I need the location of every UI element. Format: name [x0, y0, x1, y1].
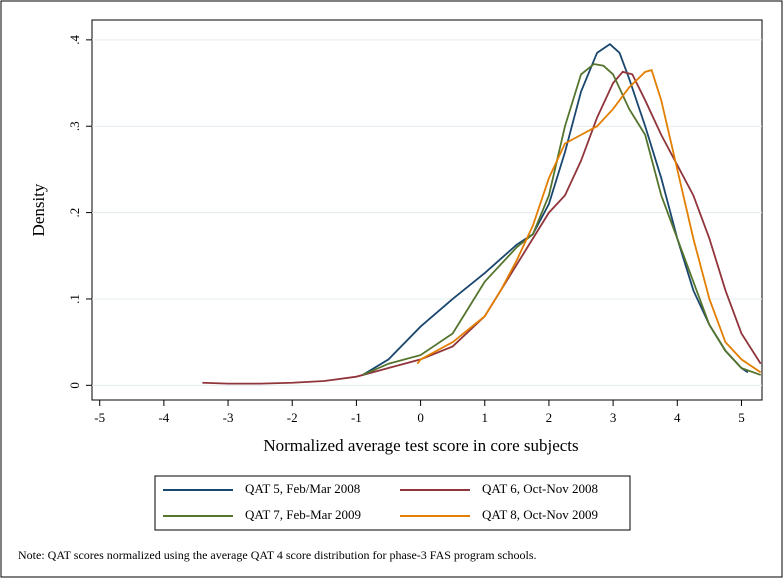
x-tick-label: 5: [738, 410, 745, 425]
y-tick-label: .2: [67, 208, 82, 218]
x-tick-label: 1: [482, 410, 489, 425]
y-tick-label: 0: [67, 382, 82, 389]
density-line: [416, 68, 762, 374]
note: Note: QAT scores normalized using the av…: [18, 548, 537, 562]
legend: [154, 475, 631, 531]
legend-label: QAT 7, Feb-Mar 2009: [245, 507, 361, 522]
x-tick-label: -1: [351, 410, 362, 425]
x-tick-label: 4: [674, 410, 681, 425]
x-tick-label: -2: [287, 410, 298, 425]
legend-label: QAT 5, Feb/Mar 2008: [245, 481, 360, 496]
x-tick-label: -3: [223, 410, 234, 425]
x-tick-label: 0: [417, 410, 424, 425]
density-line: [362, 63, 762, 376]
x-tick-label: 3: [610, 410, 617, 425]
y-axis-title: Density: [29, 183, 48, 236]
x-tick-label: -5: [94, 410, 105, 425]
legend-label: QAT 8, Oct-Nov 2009: [482, 507, 598, 522]
density-line: [362, 43, 749, 376]
y-tick-label: .1: [67, 294, 82, 304]
density-line: [202, 70, 762, 385]
x-tick-label: 2: [546, 410, 553, 425]
plot-area: [91, 19, 763, 401]
y-tick-label: .3: [67, 121, 82, 131]
x-axis-title: Normalized average test score in core su…: [263, 436, 578, 455]
x-tick-label: -4: [158, 410, 169, 425]
y-tick-label: .4: [67, 34, 82, 44]
legend-label: QAT 6, Oct-Nov 2008: [482, 481, 598, 496]
